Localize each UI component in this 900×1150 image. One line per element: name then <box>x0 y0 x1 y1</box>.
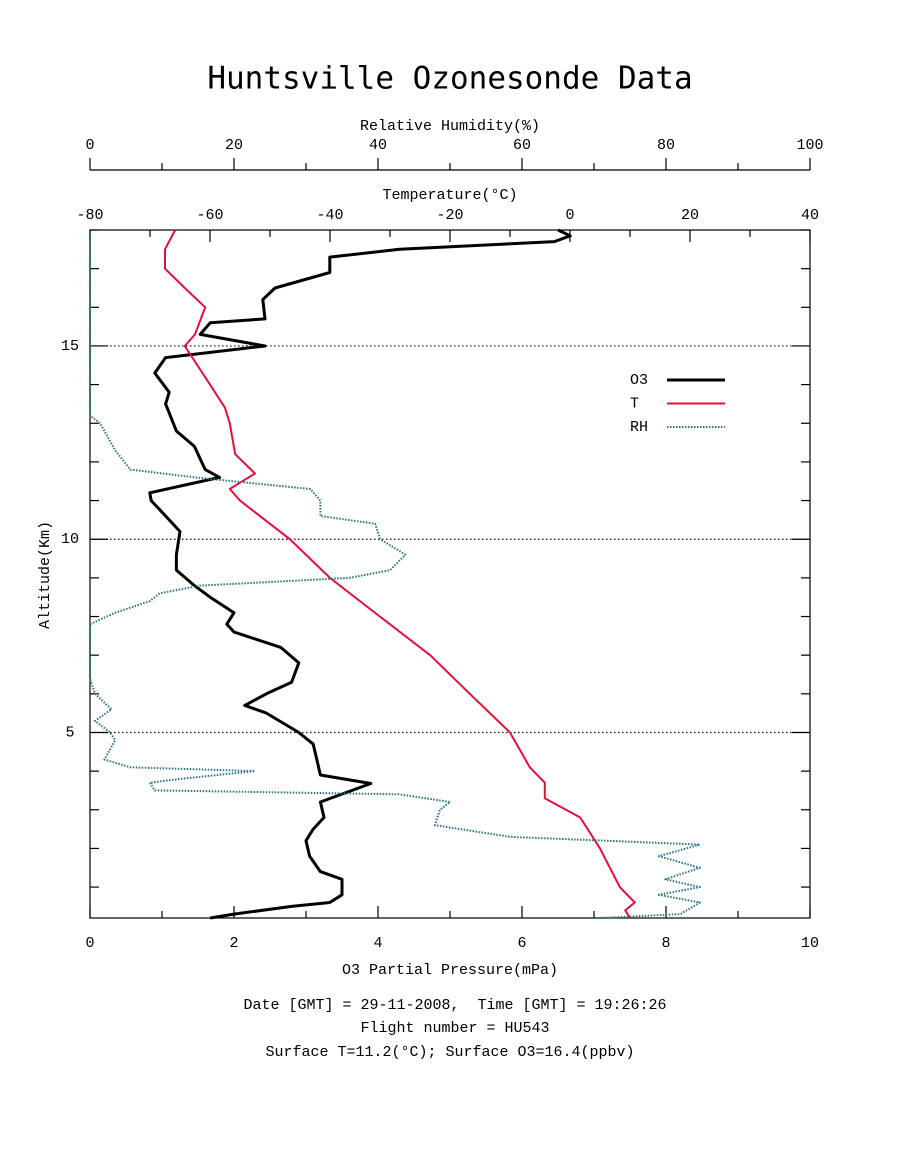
series-line <box>164 229 636 919</box>
x-tick-label: 10 <box>801 935 819 952</box>
x-tick-label: 100 <box>796 137 823 154</box>
chart-title: Huntsville Ozonesonde Data <box>207 61 692 97</box>
x-tick-label: 40 <box>369 137 387 154</box>
y-tick-label: 15 <box>61 338 79 355</box>
series-line <box>148 228 572 920</box>
footer-line: Date [GMT] = 29-11-2008, Time [GMT] = 19… <box>243 997 666 1014</box>
x-tick-label: 6 <box>517 935 526 952</box>
footer-line: Flight number = HU543 <box>360 1020 549 1037</box>
series-line <box>89 230 701 919</box>
rh-axis-label: Relative Humidity(%) <box>360 118 540 135</box>
x-tick-label: 20 <box>681 207 699 224</box>
x-tick-label: 80 <box>657 137 675 154</box>
x-tick-label: 40 <box>801 207 819 224</box>
x-tick-label: 60 <box>513 137 531 154</box>
x-tick-label: 20 <box>225 137 243 154</box>
x-tick-label: -60 <box>196 207 223 224</box>
footer-line: Surface T=11.2(°C); Surface O3=16.4(ppbv… <box>265 1044 634 1061</box>
x-tick-label: 4 <box>373 935 382 952</box>
x-tick-label: 0 <box>85 935 94 952</box>
x-tick-label: -20 <box>436 207 463 224</box>
x-tick-label: 2 <box>229 935 238 952</box>
legend-label: O3 <box>630 372 648 389</box>
x-tick-label: 0 <box>565 207 574 224</box>
legend-label: T <box>630 395 639 412</box>
x-tick-label: -80 <box>76 207 103 224</box>
y-axis-label: Altitude(Km) <box>37 521 54 629</box>
x-tick-label: 0 <box>85 137 94 154</box>
y-tick-label: 5 <box>65 724 74 741</box>
x-tick-label: -40 <box>316 207 343 224</box>
o3-axis-label: O3 Partial Pressure(mPa) <box>342 962 558 979</box>
legend-label: RH <box>630 419 648 436</box>
y-tick-label: 10 <box>61 531 79 548</box>
x-tick-label: 8 <box>661 935 670 952</box>
temperature-axis-label: Temperature(°C) <box>382 187 517 204</box>
